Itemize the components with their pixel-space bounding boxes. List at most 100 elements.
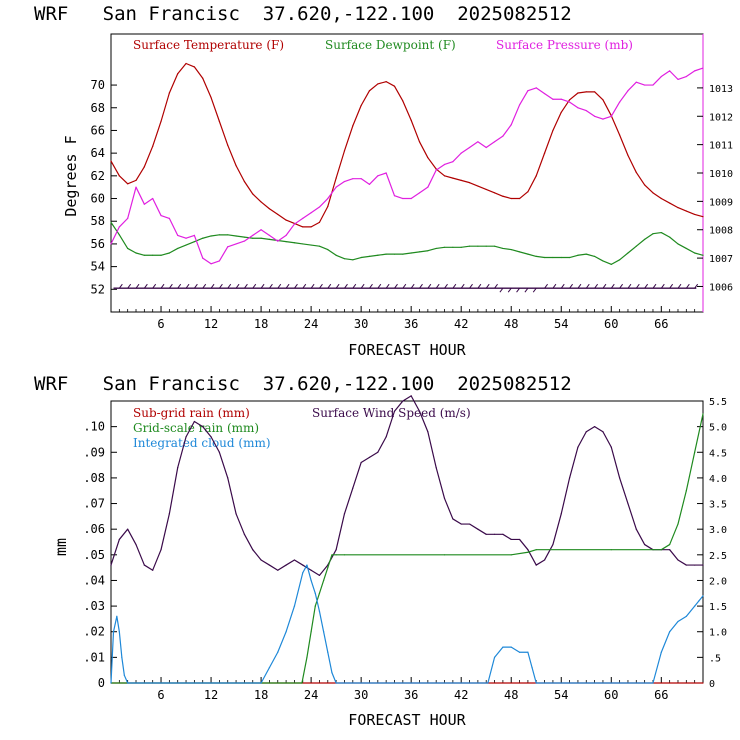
data-point-surface-dewpoint-f [669, 236, 671, 238]
data-point-surface-pressure-mb [602, 118, 604, 120]
data-point-surface-pressure-mb [185, 237, 187, 239]
data-point-surface-dewpoint-f [335, 254, 337, 256]
data-point-surface-pressure-mb [385, 172, 387, 174]
bottom-x-tick-label: 48 [504, 688, 518, 702]
top-y-tick-label: 58 [91, 214, 105, 228]
data-point-surface-dewpoint-f [152, 254, 154, 256]
data-point-surface-dewpoint-f [252, 237, 254, 239]
data-point-surface-dewpoint-f [644, 238, 646, 240]
wind-barb [444, 283, 448, 289]
data-point-surface-temperature-f [702, 216, 704, 218]
data-point-surface-temperature-f [560, 111, 562, 113]
data-point-integrated-cloud-mm [118, 631, 120, 633]
data-point-surface-temperature-f [260, 201, 262, 203]
wind-barb [377, 283, 382, 289]
data-point-surface-temperature-f [585, 91, 587, 93]
wind-barb [516, 287, 520, 293]
wind-barb [544, 283, 548, 289]
data-point-grid-scale-rain-mm [535, 549, 537, 551]
top-y-tick-label: 54 [91, 260, 105, 274]
data-point-surface-wind-speed-m-s [185, 436, 187, 438]
series-line-surface-temperature-f [110, 62, 704, 228]
data-point-integrated-cloud-mm [487, 682, 489, 684]
bottom-right-y-axis: 0 .5 1.0 1.5 2.0 2.5 3.0 3.5 4.0 4.5 5.0 5.5 [697, 397, 727, 690]
data-point-surface-pressure-mb [443, 163, 446, 166]
data-point-surface-pressure-mb [410, 197, 412, 200]
data-point-surface-pressure-mb [210, 263, 212, 265]
legend-surface-temperature: Surface Temperature (F) [133, 38, 284, 52]
data-point-surface-dewpoint-f [210, 235, 212, 237]
data-point-surface-dewpoint-f [627, 252, 629, 254]
top-y-tick-label: 56 [91, 237, 105, 251]
top-x-tick-label: 54 [554, 317, 568, 331]
data-point-surface-temperature-f [493, 192, 496, 194]
data-point-surface-dewpoint-f [293, 242, 296, 244]
bottom-right-tick-label: 4.5 [709, 448, 727, 459]
data-point-integrated-cloud-mm [331, 672, 333, 674]
data-point-grid-scale-rain-mm [443, 554, 446, 556]
bottom-ylabel: mm [52, 538, 70, 556]
data-point-grid-scale-rain-mm [310, 631, 312, 633]
data-point-grid-scale-rain-mm [660, 549, 662, 551]
data-point-surface-temperature-f [685, 210, 687, 212]
series-line-grid-scale-rain-mm [111, 413, 704, 684]
top-y-tick-label: 52 [91, 282, 105, 296]
data-point-surface-temperature-f [669, 202, 671, 204]
data-point-surface-wind-speed-m-s [702, 564, 704, 566]
data-point-surface-wind-speed-m-s [452, 518, 454, 520]
data-point-surface-pressure-mb [477, 141, 479, 143]
data-point-surface-temperature-f [277, 213, 279, 216]
data-point-grid-scale-rain-mm [694, 451, 696, 453]
data-point-surface-temperature-f [393, 85, 396, 87]
data-point-grid-scale-rain-mm [331, 554, 333, 556]
data-point-surface-wind-speed-m-s [552, 543, 554, 546]
data-point-surface-wind-speed-m-s [218, 451, 220, 453]
bottom-left-y-axis: 0 .01 .02 .03 .04 .05 .06 .07 .08 .09 .10 [83, 420, 117, 690]
data-point-grid-scale-rain-mm [306, 656, 308, 658]
data-point-surface-dewpoint-f [568, 256, 571, 259]
data-point-surface-dewpoint-f [610, 263, 612, 265]
data-point-surface-wind-speed-m-s [177, 467, 179, 469]
bottom-panel: 6 12 18 24 30 36 42 48 54 60 66 0 .01 .02 .03 .04 .05 .0… [52, 395, 727, 729]
data-point-surface-temperature-f [652, 192, 654, 194]
data-point-surface-wind-speed-m-s [160, 549, 162, 551]
data-point-surface-dewpoint-f [343, 258, 346, 260]
bottom-xlabel: FORECAST HOUR [348, 711, 466, 729]
bottom-y-tick-label: .05 [83, 548, 105, 562]
wind-barb [602, 283, 607, 289]
bottom-y-tick-label: .01 [83, 650, 105, 664]
wind-barb [210, 283, 215, 289]
data-point-surface-temperature-f [694, 213, 696, 216]
bottom-right-tick-label: .5 [709, 653, 721, 664]
data-point-surface-wind-speed-m-s [644, 543, 646, 546]
data-point-surface-temperature-f [477, 185, 479, 187]
wind-barb [660, 283, 665, 289]
data-point-surface-dewpoint-f [227, 234, 229, 236]
data-point-surface-pressure-mb [360, 178, 362, 180]
data-point-surface-temperature-f [619, 134, 621, 136]
data-point-surface-wind-speed-m-s [568, 477, 571, 479]
bottom-right-tick-label: 4.0 [709, 474, 727, 485]
data-point-surface-dewpoint-f [418, 251, 421, 253]
wind-barb [285, 283, 290, 289]
data-point-integrated-cloud-mm [660, 651, 662, 653]
wind-barb [319, 283, 323, 289]
data-point-surface-pressure-mb [435, 169, 437, 171]
data-point-integrated-cloud-mm [698, 600, 700, 602]
data-point-surface-temperature-f [502, 195, 504, 197]
wind-barb [469, 283, 473, 289]
data-point-surface-dewpoint-f [652, 233, 654, 235]
bottom-right-tick-label: 2.5 [709, 551, 727, 562]
data-point-integrated-cloud-mm [535, 682, 537, 684]
top-x-tick-label: 18 [254, 317, 268, 331]
data-point-surface-temperature-f [568, 99, 571, 101]
data-point-surface-pressure-mb [669, 70, 671, 72]
wind-barb [294, 283, 298, 289]
top-x-tick-label: 36 [404, 317, 418, 331]
data-point-surface-dewpoint-f [543, 256, 546, 259]
data-point-surface-dewpoint-f [127, 247, 129, 250]
data-point-surface-dewpoint-f [235, 235, 237, 237]
data-point-surface-wind-speed-m-s [168, 513, 170, 515]
data-point-surface-dewpoint-f [218, 234, 220, 236]
